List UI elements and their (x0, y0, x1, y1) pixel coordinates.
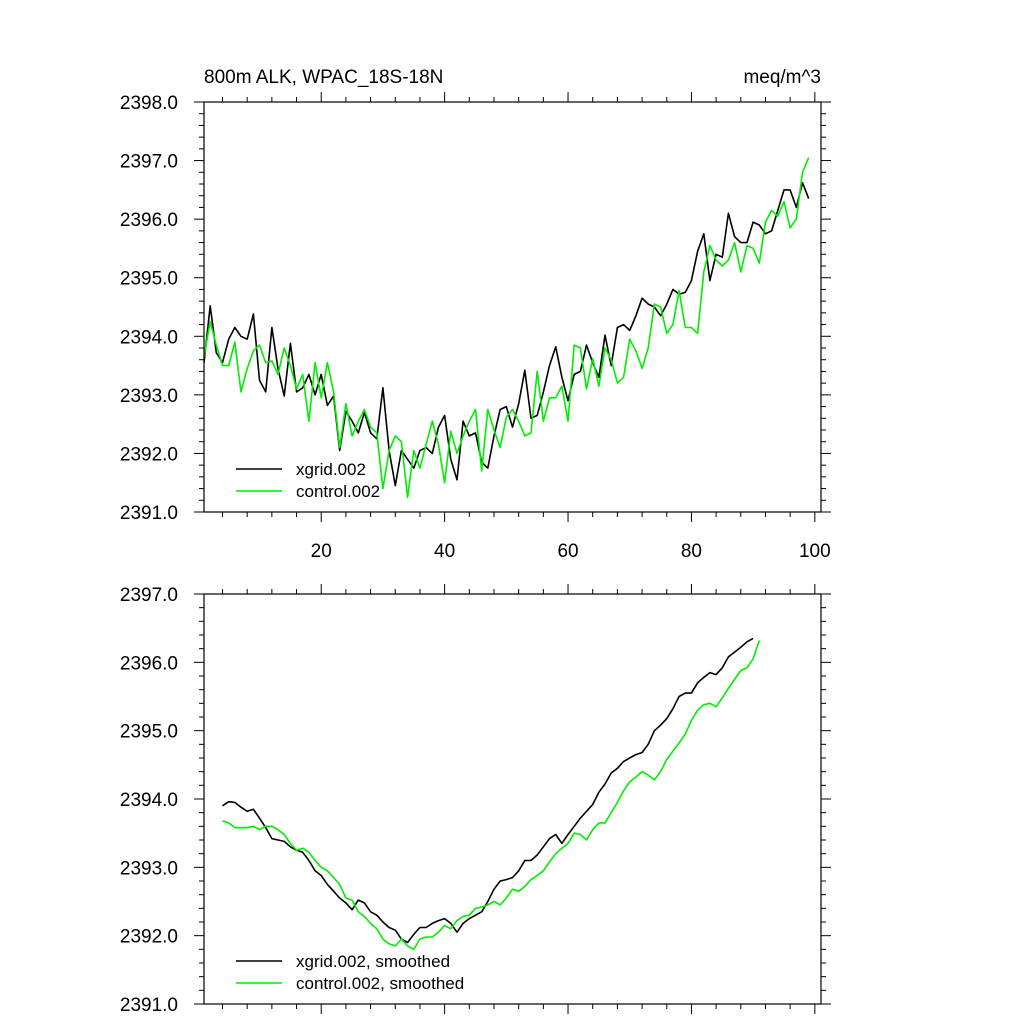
bottom-legend-control-label: control.002, smoothed (296, 974, 464, 993)
y-tick-label: 2397.0 (120, 585, 178, 606)
series-line-xgrid (222, 637, 754, 944)
y-tick-label: 2393.0 (120, 858, 178, 879)
series-line-xgrid (203, 182, 810, 487)
bottom-legend: xgrid.002, smoothed control.002, smoothe… (236, 952, 464, 993)
y-tick-label: 2396.0 (120, 653, 178, 674)
series-line-control (222, 640, 761, 951)
top-legend: xgrid.002 control.002 (236, 460, 380, 501)
top-control-series (203, 157, 810, 499)
bottom-control-series (222, 640, 761, 951)
bottom-plot-frame (203, 593, 822, 1005)
top-legend-xgrid-label: xgrid.002 (296, 460, 366, 479)
top-x-tick-labels: 20 40 60 80 100 (311, 541, 831, 562)
bottom-legend-xgrid-label: xgrid.002, smoothed (296, 952, 450, 971)
x-tick-label: 40 (434, 541, 455, 562)
y-tick-label: 2396.0 (120, 210, 178, 231)
x-tick-label: 20 (311, 541, 332, 562)
y-tick-label: 2397.0 (120, 152, 178, 173)
y-tick-label: 2394.0 (120, 790, 178, 811)
series-line-control (203, 157, 810, 499)
bottom-panel: 2391.0 2392.0 2393.0 2394.0 2395.0 2396.0 2397… (120, 584, 831, 1016)
bottom-xgrid-series (222, 637, 754, 944)
y-tick-label: 2395.0 (120, 269, 178, 290)
y-tick-label: 2392.0 (120, 444, 178, 465)
y-tick-label: 2394.0 (120, 327, 178, 348)
y-tick-label: 2391.0 (120, 503, 178, 524)
bottom-ticks (194, 584, 831, 1014)
y-tick-label: 2398.0 (120, 93, 178, 114)
y-tick-label: 2393.0 (120, 386, 178, 407)
y-tick-label: 2395.0 (120, 722, 178, 743)
x-tick-label: 100 (799, 541, 831, 562)
x-tick-label: 80 (681, 541, 702, 562)
top-plot-frame (203, 101, 822, 513)
y-tick-label: 2391.0 (120, 995, 178, 1016)
y-tick-label: 2392.0 (120, 927, 178, 948)
x-tick-label: 60 (557, 541, 578, 562)
top-legend-control-label: control.002 (296, 482, 380, 501)
top-units: meq/m^3 (743, 67, 821, 88)
top-xgrid-series (203, 182, 810, 487)
top-ticks (194, 92, 831, 522)
top-title: 800m ALK, WPAC_18S-18N (204, 67, 443, 88)
bottom-y-tick-labels: 2391.0 2392.0 2393.0 2394.0 2395.0 2396.0 2397… (120, 585, 178, 1016)
top-y-tick-labels: 2391.0 2392.0 2393.0 2394.0 2395.0 2396.0 2397… (120, 93, 178, 524)
top-panel: 800m ALK, WPAC_18S-18N meq/m^3 2391.0239… (120, 67, 831, 562)
